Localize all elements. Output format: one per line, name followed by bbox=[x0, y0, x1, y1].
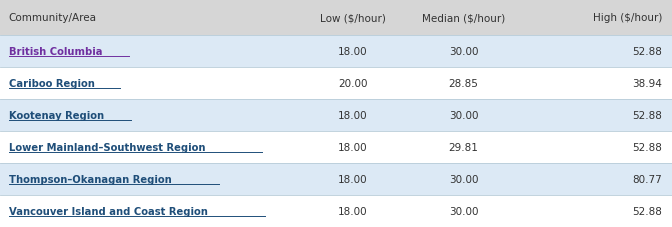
Bar bbox=[0, 100, 672, 131]
Text: Lower Mainland–Southwest Region: Lower Mainland–Southwest Region bbox=[9, 142, 205, 152]
Text: 52.88: 52.88 bbox=[632, 142, 662, 152]
Text: Cariboo Region: Cariboo Region bbox=[9, 79, 95, 89]
Text: 18.00: 18.00 bbox=[338, 111, 368, 121]
Text: 80.77: 80.77 bbox=[632, 174, 662, 184]
Text: Kootenay Region: Kootenay Region bbox=[9, 111, 104, 121]
Text: 52.88: 52.88 bbox=[632, 111, 662, 121]
Bar bbox=[0, 36, 672, 68]
Text: High ($/hour): High ($/hour) bbox=[593, 13, 662, 23]
Text: 30.00: 30.00 bbox=[449, 111, 478, 121]
Text: 30.00: 30.00 bbox=[449, 174, 478, 184]
Text: Median ($/hour): Median ($/hour) bbox=[422, 13, 505, 23]
Text: British Columbia: British Columbia bbox=[9, 47, 102, 57]
Text: 30.00: 30.00 bbox=[449, 206, 478, 216]
Text: 29.81: 29.81 bbox=[449, 142, 478, 152]
Text: 18.00: 18.00 bbox=[338, 174, 368, 184]
Text: 38.94: 38.94 bbox=[632, 79, 662, 89]
Bar bbox=[0, 131, 672, 163]
Bar bbox=[0, 163, 672, 195]
Text: Thompson–Okanagan Region: Thompson–Okanagan Region bbox=[9, 174, 171, 184]
Bar bbox=[0, 0, 672, 36]
Text: 30.00: 30.00 bbox=[449, 47, 478, 57]
Text: 52.88: 52.88 bbox=[632, 206, 662, 216]
Bar bbox=[0, 68, 672, 100]
Text: Vancouver Island and Coast Region: Vancouver Island and Coast Region bbox=[9, 206, 208, 216]
Text: 52.88: 52.88 bbox=[632, 47, 662, 57]
Text: 18.00: 18.00 bbox=[338, 47, 368, 57]
Text: 18.00: 18.00 bbox=[338, 206, 368, 216]
Text: Low ($/hour): Low ($/hour) bbox=[320, 13, 386, 23]
Text: Community/Area: Community/Area bbox=[9, 13, 97, 23]
Bar bbox=[0, 195, 672, 227]
Text: 18.00: 18.00 bbox=[338, 142, 368, 152]
Text: 28.85: 28.85 bbox=[449, 79, 478, 89]
Text: 20.00: 20.00 bbox=[338, 79, 368, 89]
